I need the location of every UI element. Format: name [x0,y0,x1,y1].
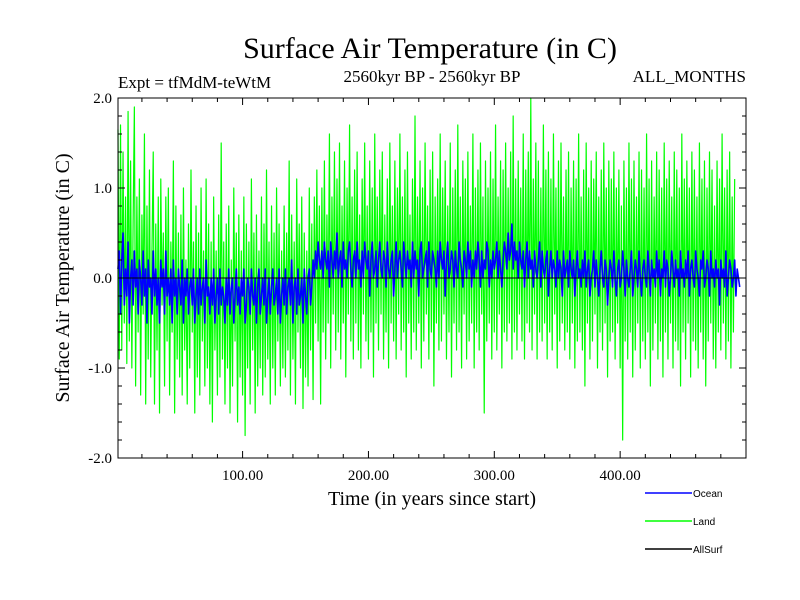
plot-area [117,97,747,459]
experiment-label: Expt = tfMdM-teWtM [118,73,271,92]
y-tick-label: -1.0 [88,361,112,377]
legend-label-land: Land [693,517,715,528]
legend: Ocean Land AllSurf [645,489,723,556]
legend-label-ocean: Ocean [693,489,722,500]
tick-layer [118,97,747,459]
y-tick-label: 0.0 [93,271,112,287]
y-tick-label: 2.0 [93,91,112,107]
period-label: 2560kyr BP - 2560kyr BP [344,67,521,86]
series-line-land [117,97,736,441]
y-axis-label: Surface Air Temperature (in C) [52,153,74,402]
months-label: ALL_MONTHS [633,67,746,86]
chart-title: Surface Air Temperature (in C) [243,32,617,65]
x-tick-label: 400.00 [600,468,641,484]
x-tick-label: 300.00 [474,468,515,484]
series-layer [117,97,746,441]
x-tick-label: 100.00 [222,468,263,484]
legend-label-allsurf: AllSurf [693,545,723,556]
x-tick-label: 200.00 [348,468,389,484]
series-line-ocean [117,223,741,324]
x-axis-label: Time (in years since start) [328,488,536,510]
y-tick-label: -2.0 [88,451,112,467]
y-tick-label: 1.0 [93,181,112,197]
